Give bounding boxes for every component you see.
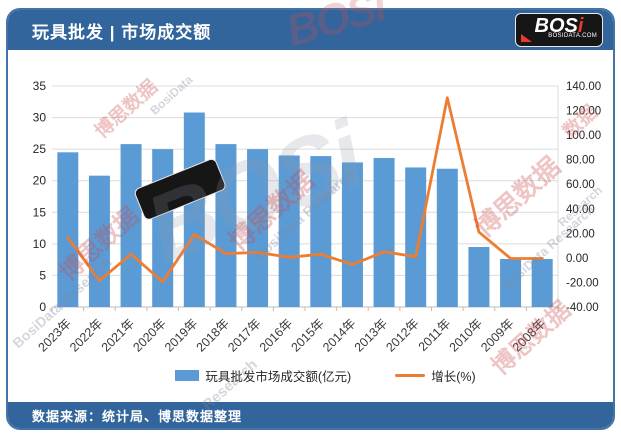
- x-tick-label: 2011年: [416, 316, 454, 354]
- bar-2014年: [341, 162, 363, 307]
- bar-2019年: [183, 112, 205, 307]
- bar-2022年: [88, 175, 110, 307]
- growth-line: [66, 96, 544, 284]
- bar-2009年: [500, 259, 522, 307]
- y-left-tick-label: 20: [33, 174, 47, 188]
- bar-2021年: [120, 144, 142, 307]
- x-tick-label: 2020年: [130, 316, 168, 354]
- x-tick-label: 2019年: [162, 316, 200, 354]
- bar-2017年: [247, 149, 269, 307]
- x-tick-label: 2008年: [510, 316, 548, 354]
- x-tick-label: 2021年: [99, 316, 137, 354]
- bar-2015年: [310, 156, 332, 307]
- legend-label: 玩具批发市场成交额(亿元): [205, 370, 352, 384]
- y-right-tick-label: 40.00: [566, 204, 595, 216]
- y-axis-left: 0 5 10 15 20 25 30 35: [33, 79, 47, 314]
- bosi-logo: BOSi BOSIDATA.COM: [515, 13, 603, 47]
- y-left-tick-label: 5: [39, 268, 46, 282]
- logo-wordmark: BOSi: [534, 15, 584, 37]
- x-tick-label: 2015年: [289, 316, 327, 354]
- x-tick-label: 2009年: [478, 316, 516, 354]
- x-axis-labels: 2023年2022年2021年2020年2019年2018年2017年2016年…: [36, 316, 549, 354]
- y-right-tick-label: -40.00: [566, 302, 599, 314]
- y-right-tick-label: -20.00: [566, 277, 599, 289]
- bar-series-swatch: [175, 370, 200, 381]
- y-left-tick-label: 30: [33, 111, 47, 125]
- chart-card: 玩具批发 | 市场成交额 BOSi BOSIDATA.COM 0 5 10 15 20 2…: [6, 8, 615, 430]
- bar-2013年: [373, 157, 395, 307]
- y-right-tick-label: 100.00: [566, 130, 601, 142]
- x-tick-label: 2012年: [383, 316, 421, 354]
- x-tick-label: 2010年: [447, 316, 485, 354]
- bar-2016年: [278, 155, 300, 307]
- bar-2011年: [436, 168, 458, 307]
- x-axis-ticks: [51, 307, 559, 311]
- card-header: 玩具批发 | 市场成交额 BOSi BOSIDATA.COM: [8, 10, 613, 50]
- x-tick-label: 2018年: [194, 316, 232, 354]
- bar-2020年: [152, 149, 174, 307]
- x-tick-label: 2022年: [67, 316, 105, 354]
- y-left-tick-label: 15: [33, 205, 47, 219]
- bar-2008年: [531, 259, 553, 307]
- combo-chart: 0 5 10 15 20 25 30 35 -40.00 -20.00 0.00 20.00 40.00…: [33, 79, 602, 355]
- legend-label: 增长(%): [431, 370, 476, 384]
- bar-2010年: [468, 247, 490, 307]
- bar-2012年: [405, 167, 427, 307]
- page-title: 玩具批发 | 市场成交额: [32, 22, 212, 42]
- chart-legend: 玩具批发市场成交额(亿元) 增长(%): [8, 366, 613, 385]
- x-tick-label: 2023年: [36, 316, 74, 354]
- y-right-tick-label: 60.00: [566, 179, 595, 191]
- card-footer: 数据来源：统计局、博思数据整理: [8, 402, 613, 428]
- logo-domain-text: BOSIDATA.COM: [548, 33, 597, 39]
- bar-2018年: [215, 144, 237, 307]
- legend-item-line: 增长(%): [395, 366, 476, 385]
- y-right-tick-label: 20.00: [566, 228, 595, 240]
- y-left-tick-label: 25: [33, 142, 47, 156]
- logo-flag-icon: [521, 34, 532, 42]
- x-tick-label: 2014年: [320, 316, 358, 354]
- bar-series: [57, 112, 553, 307]
- x-tick-label: 2013年: [352, 316, 390, 354]
- y-right-tick-label: 80.00: [566, 155, 595, 167]
- data-source-text: 数据来源：统计局、博思数据整理: [32, 408, 243, 424]
- y-left-tick-label: 10: [33, 237, 47, 251]
- y-right-tick-label: 0.00: [566, 253, 588, 265]
- x-tick-label: 2016年: [257, 316, 295, 354]
- x-tick-label: 2017年: [225, 316, 263, 354]
- y-right-tick-label: 140.00: [566, 81, 601, 93]
- line-series-swatch: [395, 374, 426, 377]
- y-left-tick-label: 0: [39, 300, 46, 314]
- bar-2023年: [57, 152, 79, 307]
- chart-area: 0 5 10 15 20 25 30 35 -40.00 -20.00 0.00 20.00 40.00…: [8, 50, 613, 402]
- y-axis-right: -40.00 -20.00 0.00 20.00 40.00 60.00 80.00 100.…: [566, 81, 601, 314]
- y-left-tick-label: 35: [33, 79, 47, 93]
- legend-item-bars: 玩具批发市场成交额(亿元): [175, 366, 351, 385]
- y-right-tick-label: 120.00: [566, 106, 601, 118]
